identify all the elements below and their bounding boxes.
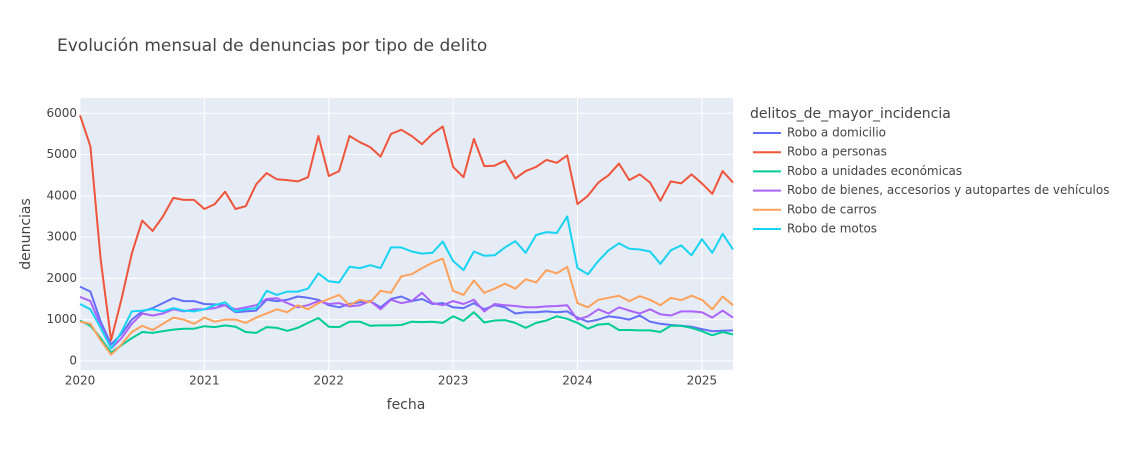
series-line xyxy=(79,215,734,350)
x-tick-label: 2023 xyxy=(438,374,469,388)
y-tick-label: 0 xyxy=(69,353,77,367)
chart-title: Evolución mensual de denuncias por tipo … xyxy=(57,36,487,56)
y-tick-label: 4000 xyxy=(46,188,77,202)
x-tick-label: 2020 xyxy=(65,374,96,388)
series-line xyxy=(79,257,734,356)
y-tick-label: 1000 xyxy=(46,312,77,326)
series-line xyxy=(79,114,734,342)
series-line xyxy=(79,285,734,346)
grid xyxy=(79,98,733,370)
x-axis-title: fecha xyxy=(387,397,426,413)
series-line xyxy=(79,311,734,354)
x-tick-label: 2022 xyxy=(313,374,344,388)
legend: Robo a domicilio Robo a personas Robo a un… xyxy=(753,126,1109,236)
x-tick-label: 2024 xyxy=(562,374,593,388)
legend-label: Robo de bienes, accesorios y autopartes … xyxy=(787,183,1109,197)
y-tick-label: 2000 xyxy=(46,271,77,285)
plot-area xyxy=(80,98,733,370)
legend-label: Robo de carros xyxy=(787,202,877,216)
y-tick-label: 6000 xyxy=(46,106,77,120)
legend-label: Robo de motos xyxy=(787,222,877,236)
x-tick-label: 2021 xyxy=(189,374,220,388)
y-tick-label: 3000 xyxy=(46,230,77,244)
legend-title: delitos_de_mayor_incidencia xyxy=(750,106,951,122)
y-axis-title: denuncias xyxy=(18,198,34,270)
x-tick-label: 2025 xyxy=(687,374,718,388)
legend-label: Robo a domicilio xyxy=(787,126,886,140)
lines xyxy=(79,114,734,356)
legend-label: Robo a unidades económicas xyxy=(787,164,962,178)
y-tick-label: 5000 xyxy=(46,147,77,161)
legend-label: Robo a personas xyxy=(787,145,887,159)
